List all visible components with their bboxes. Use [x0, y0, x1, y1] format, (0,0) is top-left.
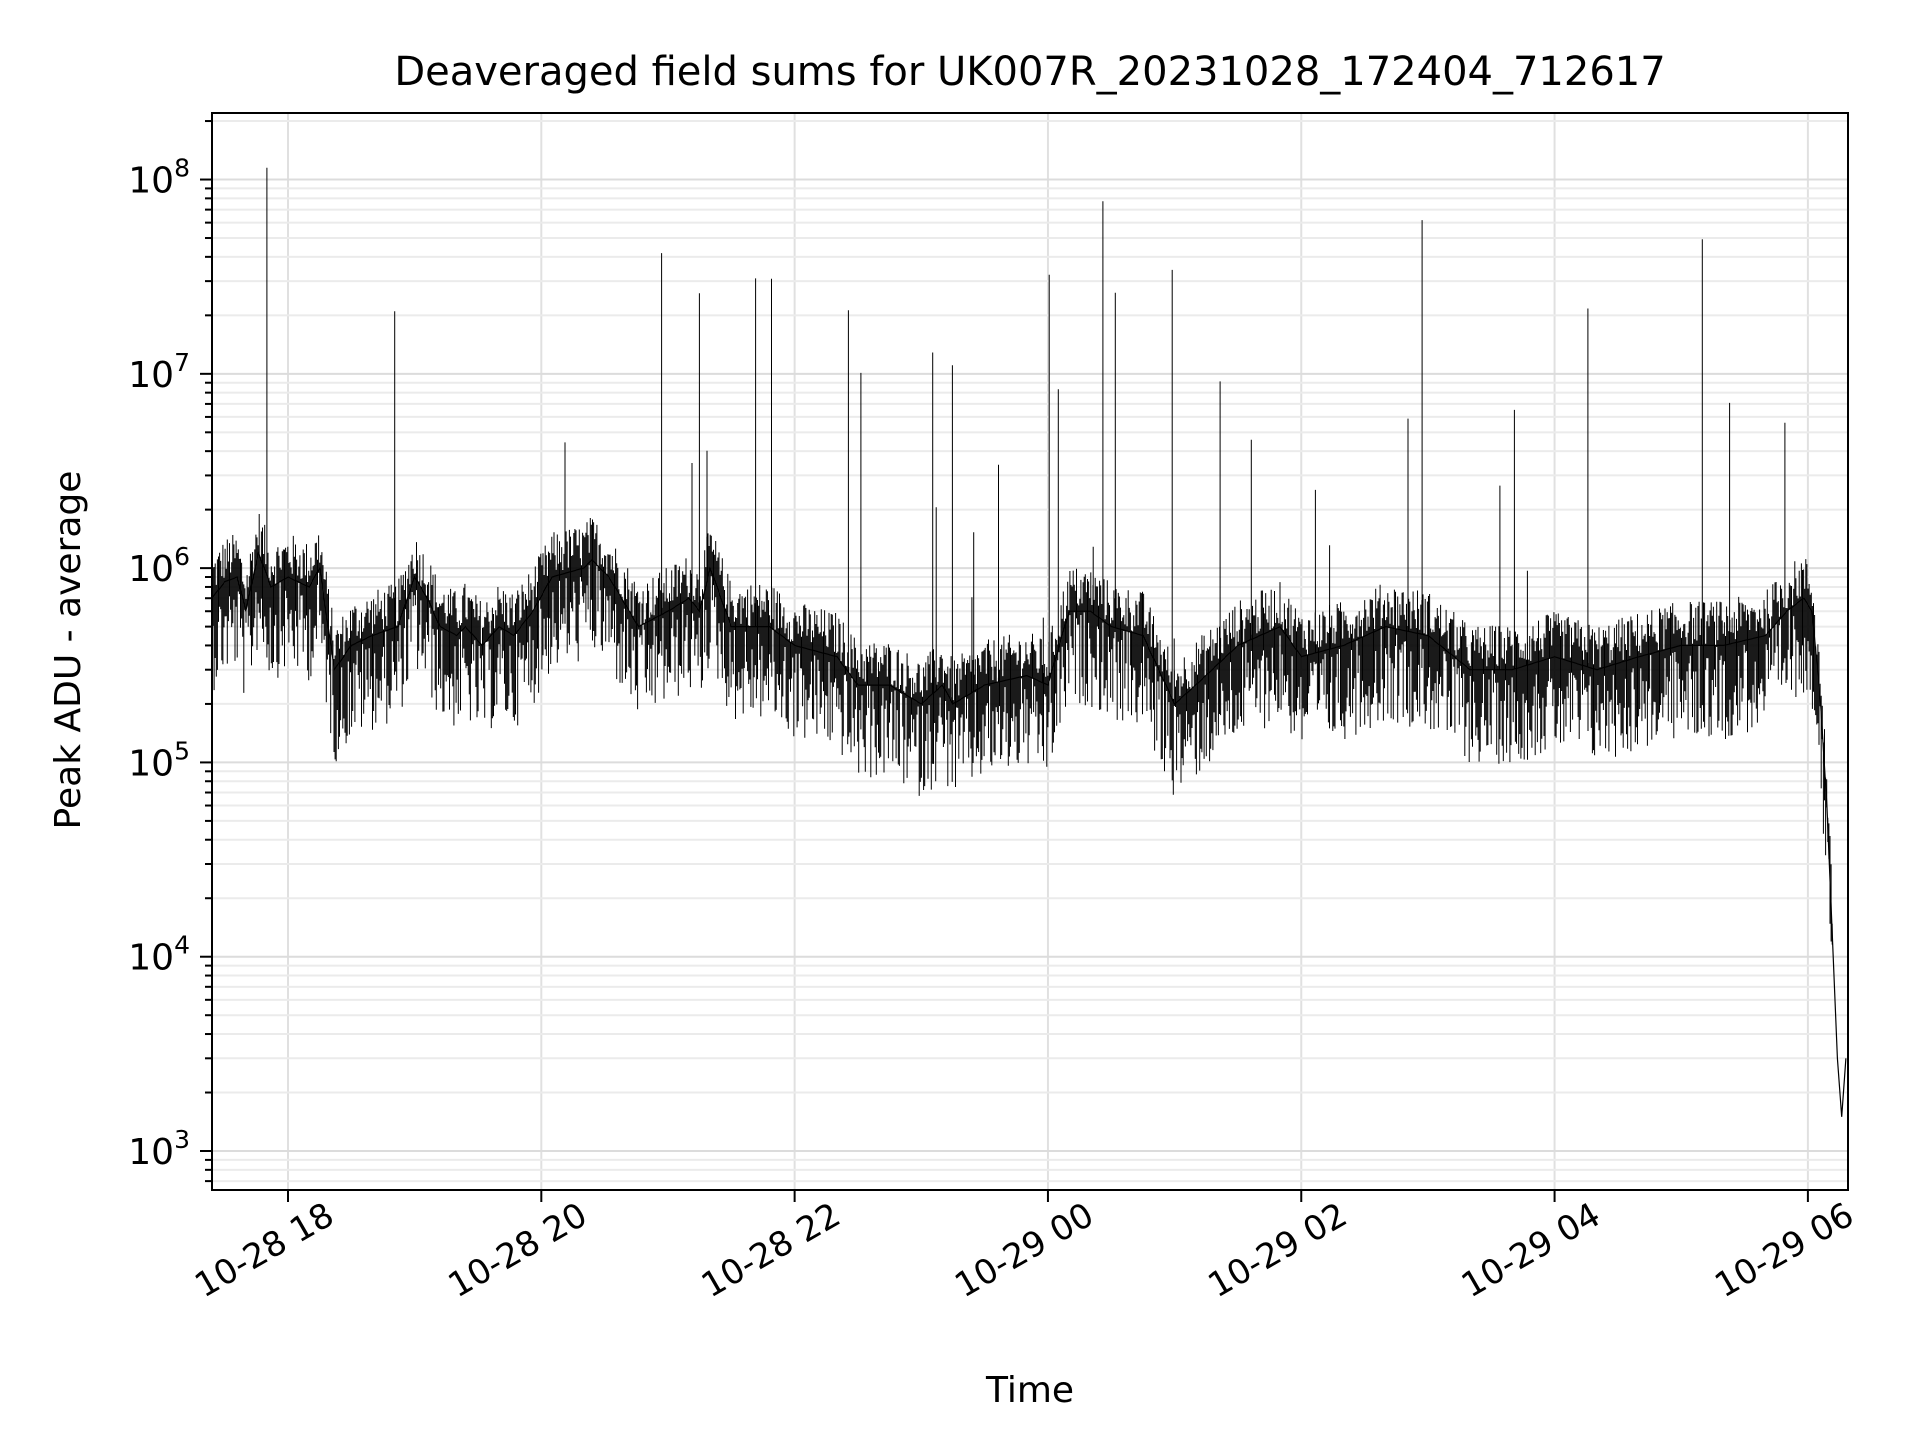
grid — [212, 113, 1848, 1190]
y-tick-label: 103 — [128, 1125, 190, 1173]
y-tick-label: 104 — [128, 931, 190, 979]
y-tick-label: 106 — [128, 542, 190, 590]
y-tick-label: 105 — [128, 736, 190, 784]
y-tick-label: 107 — [128, 348, 190, 396]
chart-title: Deaveraged field sums for UK007R_2023102… — [394, 49, 1665, 95]
y-axis-label: Peak ADU - average — [48, 471, 89, 830]
data-line — [211, 550, 1847, 1117]
x-axis-label: Time — [985, 1370, 1074, 1411]
y-tick-label: 108 — [128, 154, 190, 202]
plot-frame — [211, 112, 1849, 1191]
